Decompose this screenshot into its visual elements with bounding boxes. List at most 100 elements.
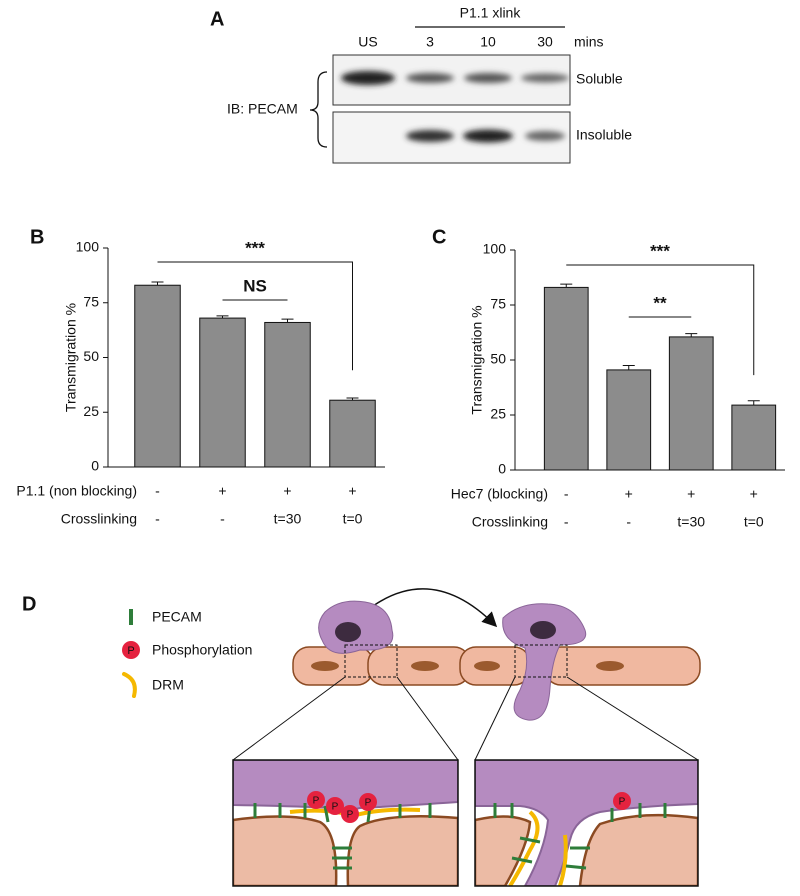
treatment-value: - [564,486,569,502]
y-axis-label: Transmigration % [469,305,485,414]
nucleus [596,661,624,671]
treatment-value: t=0 [744,514,764,530]
panel-d: D PECAM P Phosphorylation DRM [22,588,701,887]
error-bar [685,333,698,337]
zoom-left: P P P P [233,760,458,886]
error-bar [622,365,635,370]
nucleus [530,621,556,639]
significance-label: ** [653,293,667,312]
legend-phospho [122,641,140,659]
treatment-value: + [625,486,633,502]
lane-label: 10 [480,34,496,50]
bands [341,71,569,143]
y-tick-label: 50 [490,351,506,367]
treatment-value: - [220,511,225,527]
treatment-value: + [283,483,291,499]
arrow [364,588,498,628]
legend-label: PECAM [152,609,202,625]
error-bar [560,283,573,288]
bar [264,321,311,468]
zoom-frame [232,759,459,887]
lane-label: 30 [537,34,553,50]
y-tick-label: 100 [483,241,507,257]
treatment-value: + [750,486,758,502]
group-label: P1.1 xlink [460,5,522,21]
treatment-value: t=30 [274,511,302,527]
phospho-symbol: P [619,797,626,808]
zoom-frame [474,759,699,887]
nucleus [311,661,339,671]
y-tick-label: 50 [83,348,99,364]
zoom-line [396,676,459,761]
phospho-symbol: P [347,810,354,821]
phospho-symbol: P [332,802,339,813]
row-label: Soluble [576,71,623,87]
bar [329,399,376,468]
treatment-label: Hec7 (blocking) [451,486,548,502]
lane-label: US [358,34,377,50]
unit-label: mins [574,34,604,50]
error-bar [151,281,164,286]
legend-drm [122,672,137,698]
leukocyte [502,603,587,721]
nucleus [474,661,500,671]
error-bar [747,400,760,406]
treatment-value: + [687,486,695,502]
treatment-value: - [626,514,631,530]
bar [134,284,181,468]
treatment-value: - [155,483,160,499]
zoom-box [514,644,568,678]
y-tick-label: 0 [498,461,506,477]
treatment-value: - [564,514,569,530]
error-bar [346,397,359,401]
treatment-value: t=30 [677,514,705,530]
zoom-line [232,676,346,761]
panel-label: B [30,226,44,248]
bar [731,404,777,471]
panel-label: C [432,226,446,248]
significance-label: NS [243,276,267,295]
nucleus [335,622,361,642]
antibody-label: IB: PECAM [227,101,298,117]
nucleus [411,661,439,671]
panel-label: A [210,8,224,30]
y-tick-label: 75 [83,293,99,309]
significance-label: *** [650,241,670,260]
bracket [309,71,328,148]
y-tick-label: 25 [83,403,99,419]
significance-label: *** [245,238,265,257]
zoom-line [474,676,516,761]
bar [606,369,652,471]
phospho-symbol: P [313,796,320,807]
y-axis-label: Transmigration % [63,303,79,412]
panel-label: D [22,593,36,615]
treatment-value: - [155,511,160,527]
legend-label: DRM [152,677,184,693]
treatment-value: t=0 [343,511,363,527]
zoom-box [344,644,398,678]
y-tick-label: 75 [490,296,506,312]
significance-bracket [157,261,353,371]
treatment-label: Crosslinking [61,511,137,527]
bar [543,286,589,471]
treatment-label: Crosslinking [472,514,548,530]
zoom-right: P [475,760,698,886]
treatment-value: + [348,483,356,499]
panel-a: A P1.1 xlink US 3 10 30 mins Soluble Ins… [210,5,632,164]
y-tick-label: 100 [76,239,100,255]
phospho-symbol: P [127,645,134,657]
bar [668,336,714,471]
bar [199,317,246,468]
y-tick-label: 25 [490,406,506,422]
lane-label: 3 [426,34,434,50]
phospho-symbol: P [365,798,372,809]
error-bar [281,318,294,323]
zoom-line [566,676,699,761]
error-bar [216,315,229,319]
legend-label: Phosphorylation [152,642,252,658]
row-label: Insoluble [576,127,632,143]
treatment-label: P1.1 (non blocking) [16,483,137,499]
significance-bracket [566,264,755,376]
treatment-value: + [218,483,226,499]
